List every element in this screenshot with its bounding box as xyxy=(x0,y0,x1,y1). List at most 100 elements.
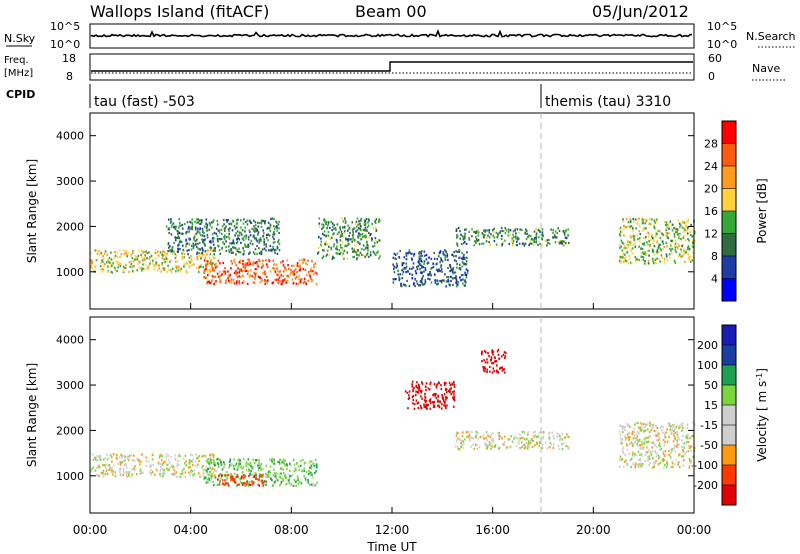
echo-cell xyxy=(434,279,437,282)
echo-cell xyxy=(647,262,650,265)
echo-cell xyxy=(628,439,630,442)
echo-cell xyxy=(412,262,415,265)
echo-cell xyxy=(522,444,524,447)
echo-cell xyxy=(662,431,664,434)
echo-cell xyxy=(238,234,241,237)
echo-cell xyxy=(196,231,199,234)
echo-cell xyxy=(274,481,276,484)
echo-cell xyxy=(688,255,690,258)
echo-cell xyxy=(535,236,538,239)
echo-cell xyxy=(241,281,244,284)
echo-cell xyxy=(633,434,636,437)
echo-cell xyxy=(636,431,639,434)
echo-cell xyxy=(291,272,294,275)
echo-cell xyxy=(627,241,629,244)
echo-cell xyxy=(536,442,538,446)
echo-cell xyxy=(250,482,253,485)
echo-cell xyxy=(655,430,657,433)
echo-cell xyxy=(656,434,659,437)
echo-cell xyxy=(215,280,217,283)
echo-cell xyxy=(497,431,499,435)
echo-cell xyxy=(113,266,116,269)
echo-cell xyxy=(196,258,199,261)
echo-cell xyxy=(178,224,181,227)
echo-cell xyxy=(204,244,206,247)
echo-cell xyxy=(314,483,317,486)
echo-cell xyxy=(255,262,257,265)
echo-cell xyxy=(312,270,314,273)
echo-cell xyxy=(328,235,331,238)
echo-cell xyxy=(220,237,223,241)
echo-cell xyxy=(643,426,645,429)
echo-cell xyxy=(278,472,280,475)
echo-cell xyxy=(464,262,467,266)
echo-cell xyxy=(121,461,123,464)
echo-cell xyxy=(688,258,690,261)
echo-cell xyxy=(176,462,179,466)
echo-cell xyxy=(181,258,184,261)
echo-cell xyxy=(138,249,140,252)
echo-cell xyxy=(203,271,206,274)
echo-cell xyxy=(277,472,279,475)
echo-cell xyxy=(645,451,647,454)
echo-cell xyxy=(286,482,288,485)
echo-cell xyxy=(290,268,292,272)
echo-cell xyxy=(642,423,644,426)
echo-cell xyxy=(655,232,658,235)
echo-cell xyxy=(224,270,226,273)
echo-cell xyxy=(244,474,246,477)
echo-cell xyxy=(524,232,527,235)
echo-cell xyxy=(186,249,188,252)
echo-cell xyxy=(310,270,313,273)
echo-cell xyxy=(499,435,501,438)
echo-cell xyxy=(663,245,666,249)
echo-cell xyxy=(225,481,227,484)
echo-cell xyxy=(228,466,230,469)
echo-cell xyxy=(560,241,562,245)
echo-cell xyxy=(428,274,430,277)
echo-cell xyxy=(225,225,227,228)
echo-cell xyxy=(458,257,460,260)
echo-cell xyxy=(648,249,650,252)
echo-cell xyxy=(197,221,200,224)
echo-cell xyxy=(202,254,204,257)
echo-cell xyxy=(307,259,309,262)
echo-cell xyxy=(462,282,464,285)
echo-cell xyxy=(256,252,258,255)
echo-cell xyxy=(271,460,273,463)
echo-cell xyxy=(437,282,439,285)
echo-cell xyxy=(634,242,636,245)
echo-cell xyxy=(124,267,127,270)
echo-cell xyxy=(452,268,454,271)
echo-cell xyxy=(445,406,447,410)
echo-cell xyxy=(239,463,241,466)
echo-cell xyxy=(320,237,322,240)
echo-cell xyxy=(273,233,276,236)
echo-cell xyxy=(154,251,156,255)
echo-cell xyxy=(524,242,527,245)
echo-cell xyxy=(631,252,634,255)
echo-cell xyxy=(306,274,308,277)
echo-cell xyxy=(272,281,275,284)
echo-cell xyxy=(268,227,271,230)
echo-cell xyxy=(516,244,518,247)
echo-cell xyxy=(242,247,244,250)
echo-cell xyxy=(295,469,297,472)
echo-cell xyxy=(219,277,221,281)
echo-cell xyxy=(193,469,196,472)
echo-cell xyxy=(465,431,468,434)
echo-cell xyxy=(304,281,307,284)
echo-cell xyxy=(665,255,668,258)
echo-cell xyxy=(123,471,125,474)
echo-cell xyxy=(278,461,281,464)
frequency-panel: Freq. [MHz] 18 8 60 0 Nave xyxy=(4,52,786,83)
echo-cell xyxy=(264,480,266,483)
echo-cell xyxy=(433,393,435,396)
echo-cell xyxy=(114,251,116,254)
echo-cell xyxy=(309,269,312,273)
echo-cell xyxy=(689,459,691,462)
echo-cell xyxy=(141,453,143,456)
echo-cell xyxy=(691,235,694,238)
echo-cell xyxy=(330,220,332,223)
echo-cell xyxy=(557,445,560,448)
